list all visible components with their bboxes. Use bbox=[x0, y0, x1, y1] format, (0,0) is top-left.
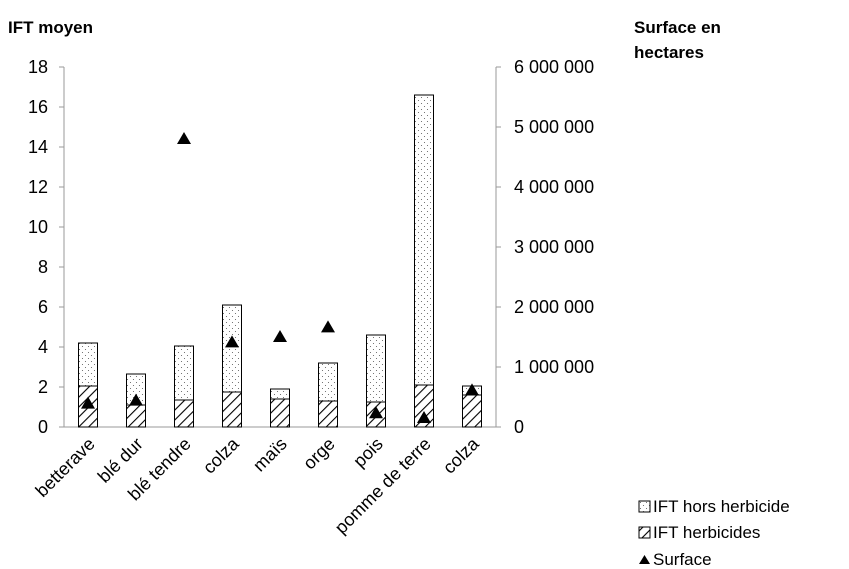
bar-ift-hors-herbicide bbox=[318, 362, 338, 402]
left-tick-label: 16 bbox=[28, 97, 48, 117]
left-tick-label: 2 bbox=[38, 377, 48, 397]
bar-ift-hors-herbicide bbox=[270, 388, 290, 400]
right-axis-title-line1: Surface en bbox=[634, 18, 721, 37]
left-tick-label: 8 bbox=[38, 257, 48, 277]
surface-marker bbox=[369, 406, 383, 419]
bars-group bbox=[78, 94, 482, 428]
left-tick-label: 12 bbox=[28, 177, 48, 197]
left-tick-label: 4 bbox=[38, 337, 48, 357]
right-axis-title-line2: hectares bbox=[634, 43, 704, 62]
bar-ift-herbicides bbox=[174, 399, 194, 428]
bar-ift-hors-herbicide bbox=[78, 342, 98, 387]
category-label: orge bbox=[299, 434, 339, 474]
left-tick-label: 0 bbox=[38, 417, 48, 437]
legend-triangle-icon bbox=[639, 555, 650, 564]
bar-ift-hors-herbicide bbox=[366, 334, 386, 403]
bar-ift-herbicides bbox=[270, 398, 290, 428]
left-axis-title: IFT moyen bbox=[8, 18, 93, 37]
legend-label-herbicides: IFT herbicides bbox=[653, 523, 760, 542]
bar-ift-herbicides bbox=[126, 404, 146, 428]
right-tick-label: 1 000 000 bbox=[514, 357, 594, 377]
surface-marker bbox=[321, 320, 335, 333]
surface-marker bbox=[273, 330, 287, 342]
left-tick-label: 14 bbox=[28, 137, 48, 157]
category-label: colza bbox=[199, 433, 244, 478]
bar-ift-hors-herbicide bbox=[414, 94, 434, 386]
right-tick-label: 3 000 000 bbox=[514, 237, 594, 257]
category-label: betterave bbox=[32, 434, 99, 501]
bar-ift-herbicides bbox=[462, 394, 482, 428]
left-tick-label: 6 bbox=[38, 297, 48, 317]
surface-marker bbox=[129, 393, 143, 406]
right-tick-label: 2 000 000 bbox=[514, 297, 594, 317]
surface-marker bbox=[417, 411, 431, 423]
right-tick-label: 0 bbox=[514, 417, 524, 437]
legend-swatch-hatch bbox=[638, 526, 651, 539]
left-axis-ticks: 0 2 4 6 8 10 12 14 16 18 bbox=[28, 57, 64, 437]
legend: IFT hors herbicide IFT herbicides Surfac… bbox=[638, 497, 790, 569]
bar-ift-herbicides bbox=[318, 400, 338, 428]
surface-marker bbox=[81, 396, 95, 409]
right-tick-label: 5 000 000 bbox=[514, 117, 594, 137]
surface-marker bbox=[465, 383, 479, 396]
surface-markers bbox=[81, 132, 479, 423]
legend-label-hors-herbicide: IFT hors herbicide bbox=[653, 497, 790, 516]
right-tick-label: 6 000 000 bbox=[514, 57, 594, 77]
surface-marker bbox=[225, 335, 239, 348]
surface-marker bbox=[177, 132, 191, 144]
category-label: colza bbox=[439, 433, 484, 478]
legend-label-surface: Surface bbox=[653, 550, 712, 569]
category-label: pois bbox=[349, 434, 386, 471]
left-tick-label: 10 bbox=[28, 217, 48, 237]
category-label: maïs bbox=[249, 434, 291, 476]
right-axis-ticks: 0 1 000 000 2 000 000 3 000 000 4 000 000 5 0… bbox=[496, 57, 594, 437]
bar-ift-hors-herbicide bbox=[222, 304, 242, 393]
bar-ift-hors-herbicide bbox=[174, 345, 194, 401]
bar-ift-herbicides bbox=[222, 391, 242, 428]
legend-swatch-dots bbox=[638, 500, 651, 513]
right-tick-label: 4 000 000 bbox=[514, 177, 594, 197]
left-tick-label: 18 bbox=[28, 57, 48, 77]
